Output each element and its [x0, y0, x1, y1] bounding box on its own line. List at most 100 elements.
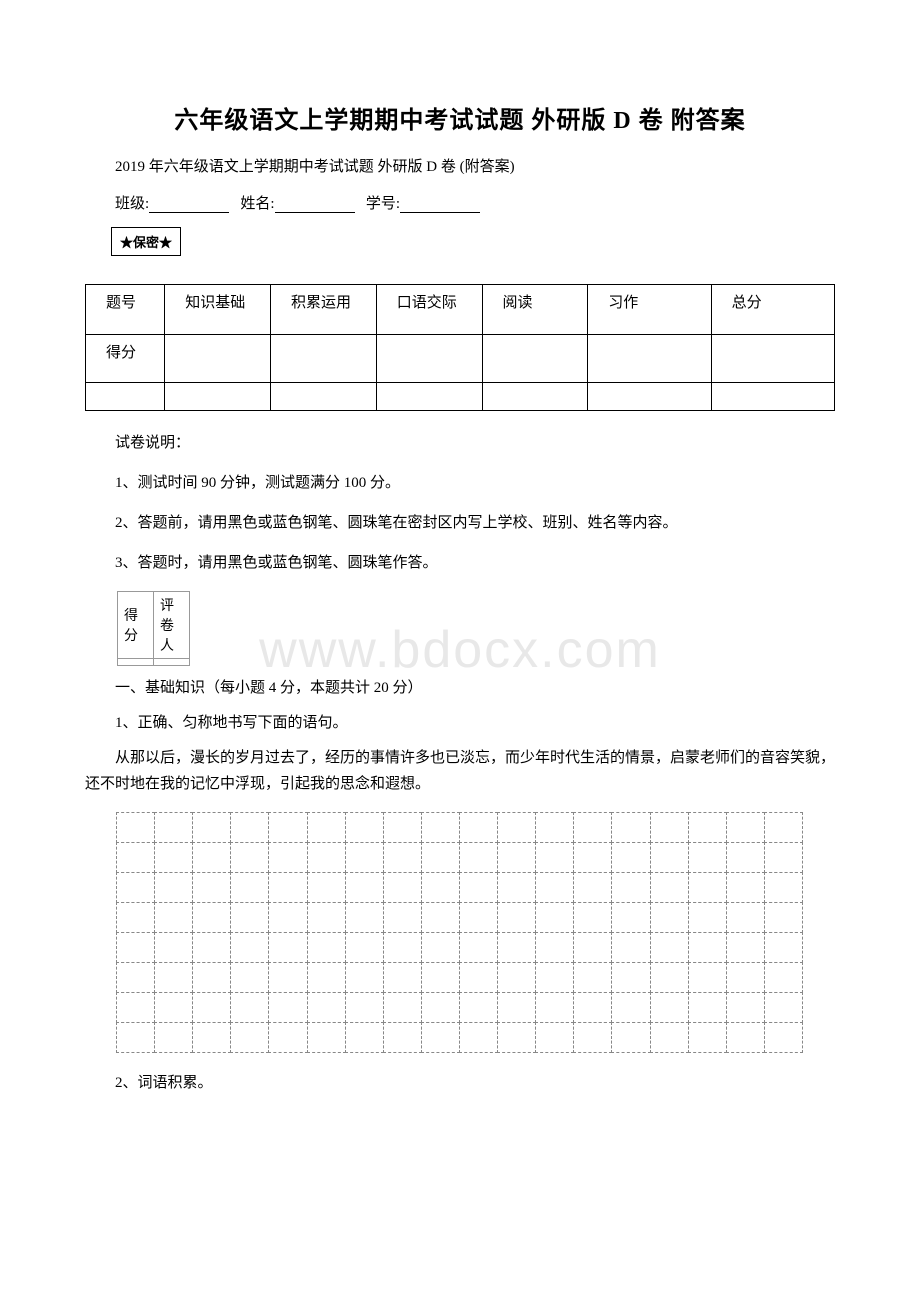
- grid-cell[interactable]: [535, 842, 574, 873]
- grid-cell[interactable]: [764, 992, 803, 1023]
- grid-cell[interactable]: [116, 962, 155, 993]
- grid-cell[interactable]: [611, 932, 650, 963]
- grid-cell[interactable]: [726, 992, 765, 1023]
- grid-cell[interactable]: [116, 812, 155, 843]
- grid-cell[interactable]: [345, 992, 384, 1023]
- table-cell[interactable]: [271, 335, 377, 383]
- grid-cell[interactable]: [230, 932, 269, 963]
- grid-cell[interactable]: [421, 872, 460, 903]
- grid-cell[interactable]: [154, 1022, 193, 1053]
- grid-cell[interactable]: [116, 1022, 155, 1053]
- table-cell[interactable]: [376, 335, 482, 383]
- grid-cell[interactable]: [192, 872, 231, 903]
- grid-cell[interactable]: [307, 932, 346, 963]
- grid-cell[interactable]: [345, 812, 384, 843]
- grid-cell[interactable]: [688, 1022, 727, 1053]
- grid-cell[interactable]: [383, 962, 422, 993]
- grid-cell[interactable]: [268, 1022, 307, 1053]
- grid-cell[interactable]: [192, 1022, 231, 1053]
- grid-cell[interactable]: [650, 842, 689, 873]
- grid-cell[interactable]: [497, 962, 536, 993]
- grid-cell[interactable]: [192, 842, 231, 873]
- grid-cell[interactable]: [154, 902, 193, 933]
- grid-cell[interactable]: [421, 842, 460, 873]
- grid-cell[interactable]: [383, 842, 422, 873]
- grid-cell[interactable]: [116, 842, 155, 873]
- grid-cell[interactable]: [116, 872, 155, 903]
- grid-cell[interactable]: [764, 1022, 803, 1053]
- grid-cell[interactable]: [268, 842, 307, 873]
- grid-cell[interactable]: [535, 932, 574, 963]
- grid-cell[interactable]: [307, 902, 346, 933]
- grid-cell[interactable]: [497, 902, 536, 933]
- table-cell[interactable]: [588, 383, 711, 411]
- class-blank[interactable]: [149, 195, 229, 213]
- id-blank[interactable]: [400, 195, 480, 213]
- grid-cell[interactable]: [497, 932, 536, 963]
- grid-cell[interactable]: [650, 932, 689, 963]
- grid-cell[interactable]: [726, 812, 765, 843]
- table-cell[interactable]: [711, 383, 834, 411]
- grid-cell[interactable]: [497, 812, 536, 843]
- grid-cell[interactable]: [764, 842, 803, 873]
- grid-cell[interactable]: [650, 962, 689, 993]
- grid-cell[interactable]: [268, 902, 307, 933]
- grid-cell[interactable]: [230, 902, 269, 933]
- grid-cell[interactable]: [650, 902, 689, 933]
- grid-cell[interactable]: [650, 872, 689, 903]
- grid-cell[interactable]: [573, 902, 612, 933]
- grid-cell[interactable]: [573, 932, 612, 963]
- grid-cell[interactable]: [154, 962, 193, 993]
- grid-cell[interactable]: [573, 812, 612, 843]
- grid-cell[interactable]: [688, 902, 727, 933]
- grid-cell[interactable]: [764, 812, 803, 843]
- name-blank[interactable]: [275, 195, 355, 213]
- writing-grid[interactable]: [117, 813, 803, 1053]
- grid-cell[interactable]: [421, 902, 460, 933]
- grid-cell[interactable]: [192, 902, 231, 933]
- grid-cell[interactable]: [307, 812, 346, 843]
- table-cell[interactable]: [376, 383, 482, 411]
- grid-cell[interactable]: [268, 932, 307, 963]
- grid-cell[interactable]: [650, 992, 689, 1023]
- grid-cell[interactable]: [726, 872, 765, 903]
- grid-cell[interactable]: [726, 1022, 765, 1053]
- grid-cell[interactable]: [383, 902, 422, 933]
- grid-cell[interactable]: [726, 962, 765, 993]
- grid-cell[interactable]: [192, 932, 231, 963]
- score-blank-cell[interactable]: [118, 659, 154, 666]
- grid-cell[interactable]: [345, 962, 384, 993]
- grid-cell[interactable]: [459, 902, 498, 933]
- grid-cell[interactable]: [764, 932, 803, 963]
- grid-cell[interactable]: [116, 992, 155, 1023]
- grid-cell[interactable]: [535, 812, 574, 843]
- grid-cell[interactable]: [688, 992, 727, 1023]
- grid-cell[interactable]: [268, 962, 307, 993]
- grid-cell[interactable]: [573, 1022, 612, 1053]
- grid-cell[interactable]: [611, 1022, 650, 1053]
- grid-cell[interactable]: [459, 842, 498, 873]
- grid-cell[interactable]: [535, 992, 574, 1023]
- grid-cell[interactable]: [154, 812, 193, 843]
- grid-cell[interactable]: [345, 932, 384, 963]
- grid-cell[interactable]: [611, 842, 650, 873]
- grid-cell[interactable]: [573, 842, 612, 873]
- grid-cell[interactable]: [459, 812, 498, 843]
- grid-cell[interactable]: [383, 992, 422, 1023]
- grid-cell[interactable]: [459, 932, 498, 963]
- grid-cell[interactable]: [611, 992, 650, 1023]
- grid-cell[interactable]: [154, 932, 193, 963]
- grid-cell[interactable]: [307, 992, 346, 1023]
- grid-cell[interactable]: [383, 872, 422, 903]
- grid-cell[interactable]: [497, 1022, 536, 1053]
- grid-cell[interactable]: [345, 842, 384, 873]
- grid-cell[interactable]: [421, 962, 460, 993]
- grid-cell[interactable]: [192, 992, 231, 1023]
- grid-cell[interactable]: [307, 842, 346, 873]
- table-cell[interactable]: [482, 335, 588, 383]
- grid-cell[interactable]: [421, 992, 460, 1023]
- reviewer-blank-cell[interactable]: [154, 659, 190, 666]
- grid-cell[interactable]: [307, 872, 346, 903]
- grid-cell[interactable]: [116, 902, 155, 933]
- grid-cell[interactable]: [611, 812, 650, 843]
